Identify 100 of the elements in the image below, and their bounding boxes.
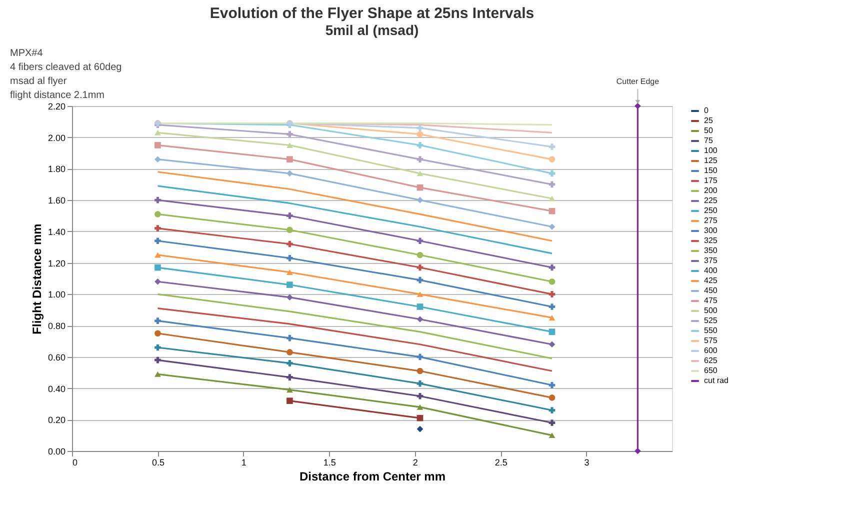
point bbox=[416, 276, 424, 284]
point bbox=[416, 238, 424, 244]
point bbox=[286, 131, 293, 138]
point bbox=[548, 170, 556, 177]
chart-subtitle: 5mil al (msad) bbox=[325, 22, 419, 38]
legend-label: 150 bbox=[704, 166, 718, 175]
point bbox=[416, 368, 424, 374]
point bbox=[416, 426, 424, 432]
legend-label: 200 bbox=[704, 186, 718, 195]
point bbox=[286, 254, 293, 262]
text: 4 fibers cleaved at 60deg bbox=[10, 62, 122, 73]
legend-label: cut rad bbox=[704, 376, 728, 385]
point bbox=[416, 156, 424, 162]
point bbox=[154, 356, 161, 364]
x-axis-title: Distance from Center mm bbox=[299, 470, 446, 484]
point bbox=[154, 252, 161, 258]
point bbox=[548, 407, 556, 414]
y-tick-label: 1.20 bbox=[48, 258, 66, 268]
point bbox=[416, 264, 424, 271]
legend-label: 50 bbox=[704, 126, 714, 135]
x-tick-label: 3 bbox=[584, 458, 590, 468]
point bbox=[154, 130, 161, 136]
point bbox=[286, 142, 293, 148]
point bbox=[416, 252, 424, 258]
legend-label: 275 bbox=[704, 216, 718, 225]
point bbox=[286, 349, 293, 356]
y-tick-label: 0.20 bbox=[48, 415, 66, 426]
point bbox=[548, 264, 556, 271]
point bbox=[548, 420, 556, 426]
legend-label: 100 bbox=[704, 146, 718, 155]
y-tick-label: 0.00 bbox=[48, 446, 66, 456]
point bbox=[416, 170, 424, 176]
point bbox=[416, 131, 424, 138]
point bbox=[286, 240, 293, 248]
text: flight distance 2.1mm bbox=[10, 90, 104, 101]
legend-label: 475 bbox=[704, 296, 718, 305]
chart-title: Evolution of the Flyer Shape at 25ns Intervals bbox=[210, 5, 534, 22]
legend-label: 250 bbox=[704, 206, 718, 215]
legend-label: 400 bbox=[704, 266, 718, 275]
point bbox=[416, 304, 424, 310]
legend-label: 75 bbox=[704, 136, 714, 145]
legend-label: 600 bbox=[704, 346, 718, 355]
point bbox=[154, 196, 161, 204]
point bbox=[416, 404, 424, 410]
point bbox=[634, 448, 641, 454]
annotation: Cutter Edge bbox=[616, 77, 660, 86]
point bbox=[416, 380, 424, 387]
legend-label: 325 bbox=[704, 236, 718, 245]
legend-label: 525 bbox=[704, 316, 718, 325]
point bbox=[286, 374, 293, 380]
line-series bbox=[156, 307, 553, 372]
point bbox=[416, 184, 424, 191]
point bbox=[416, 392, 424, 400]
point bbox=[548, 224, 556, 230]
legend-label: 425 bbox=[704, 276, 718, 285]
y-tick-label: 0.40 bbox=[48, 384, 66, 394]
point bbox=[154, 142, 161, 148]
point bbox=[548, 156, 556, 162]
legend-label: 500 bbox=[704, 306, 718, 315]
legend-label: 625 bbox=[704, 356, 718, 365]
point bbox=[416, 291, 424, 297]
point bbox=[154, 330, 161, 337]
point bbox=[548, 181, 556, 188]
point bbox=[548, 314, 556, 320]
point bbox=[154, 211, 161, 218]
legend-label: 650 bbox=[704, 366, 718, 375]
point bbox=[548, 291, 556, 298]
point bbox=[286, 170, 293, 177]
point bbox=[548, 382, 556, 388]
point bbox=[154, 156, 161, 162]
y-tick-label: 1.60 bbox=[48, 196, 66, 206]
point bbox=[416, 124, 424, 132]
line-series bbox=[156, 185, 553, 254]
legend-label: 175 bbox=[704, 176, 718, 185]
point bbox=[286, 398, 293, 404]
legend-label: 575 bbox=[704, 336, 718, 345]
point bbox=[154, 344, 161, 351]
point bbox=[548, 394, 556, 401]
y-tick-label: 0.60 bbox=[48, 352, 66, 362]
y-tick-label: 1.80 bbox=[48, 164, 66, 174]
x-tick-label: 0.5 bbox=[152, 458, 164, 468]
point bbox=[416, 414, 424, 422]
point bbox=[286, 156, 293, 162]
point bbox=[286, 360, 293, 366]
legend-label: 375 bbox=[704, 256, 718, 265]
point bbox=[548, 432, 556, 438]
point bbox=[548, 144, 556, 150]
text: msad al flyer bbox=[10, 76, 68, 87]
legend-label: 25 bbox=[704, 116, 714, 125]
line-series bbox=[156, 171, 553, 242]
line-series bbox=[156, 293, 553, 360]
point bbox=[548, 341, 556, 348]
point bbox=[548, 328, 556, 335]
point bbox=[416, 354, 424, 360]
legend-label: 225 bbox=[704, 196, 718, 205]
point bbox=[154, 371, 161, 377]
x-tick-label: 0 bbox=[72, 458, 78, 468]
y-tick-label: 0.80 bbox=[48, 321, 66, 332]
legend-label: 550 bbox=[704, 326, 718, 335]
y-tick-label: 1.40 bbox=[48, 226, 66, 237]
